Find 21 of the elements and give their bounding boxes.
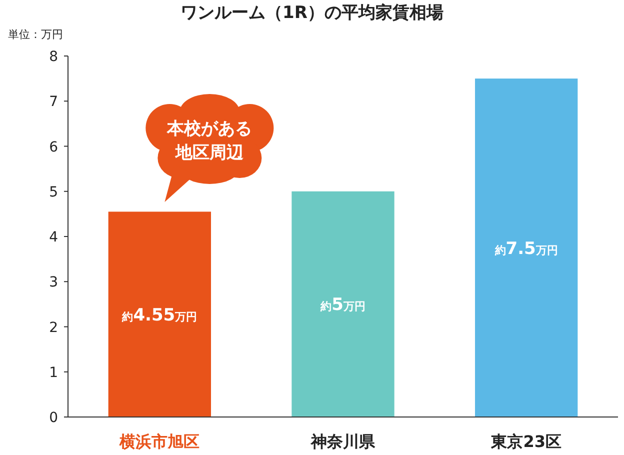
y-tick-label: 7 — [49, 94, 58, 110]
x-tick-label: 神奈川県 — [310, 432, 376, 451]
x-tick-label: 東京23区 — [490, 432, 562, 451]
data-label: 約4.55万円 — [121, 305, 198, 326]
y-tick-label: 1 — [49, 364, 58, 381]
chart-title: ワンルーム（1R）の平均家賃相場 — [180, 3, 444, 23]
data-label: 約5万円 — [320, 295, 366, 316]
annotation: 本校がある地区周辺 — [166, 119, 252, 163]
y-tick-label: 2 — [49, 320, 58, 336]
bar — [108, 212, 211, 417]
y-tick-label: 4 — [49, 230, 58, 246]
bar — [292, 191, 394, 417]
y-axis-title: 単位：万円 — [8, 28, 63, 41]
bar — [475, 78, 578, 417]
data-label: 約7.5万円 — [494, 238, 558, 259]
y-tick-label: 0 — [49, 410, 58, 426]
y-tick-label: 6 — [49, 139, 58, 156]
x-tick-label: 横浜市旭区 — [118, 432, 200, 451]
y-tick-label: 5 — [49, 184, 58, 200]
y-tick-label: 8 — [49, 49, 58, 65]
y-tick-label: 3 — [49, 274, 58, 291]
